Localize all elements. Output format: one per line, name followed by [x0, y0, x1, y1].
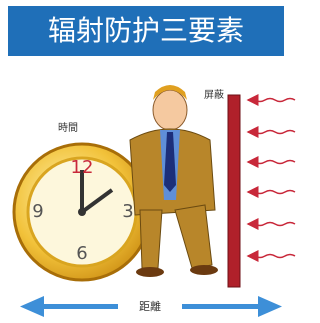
time-label: 時間 — [58, 122, 78, 134]
distance-label: 距離 — [139, 299, 161, 313]
man — [130, 85, 218, 277]
clock-numeral: 9 — [32, 201, 43, 222]
shielding-label: 屏蔽 — [204, 89, 224, 101]
radiation-arrows — [248, 99, 295, 258]
title: 辐射防护三要素 — [48, 14, 244, 47]
clock-numeral: 12 — [71, 157, 94, 178]
clock-numeral: 6 — [76, 243, 87, 264]
page: 辐射防护三要素 12 3 6 9 時間 屏蔽 — [0, 0, 320, 323]
clock-numeral: 3 — [122, 201, 133, 222]
illustration: 辐射防护三要素 12 3 6 9 時間 屏蔽 — [0, 0, 301, 323]
shield-wall — [228, 95, 240, 287]
